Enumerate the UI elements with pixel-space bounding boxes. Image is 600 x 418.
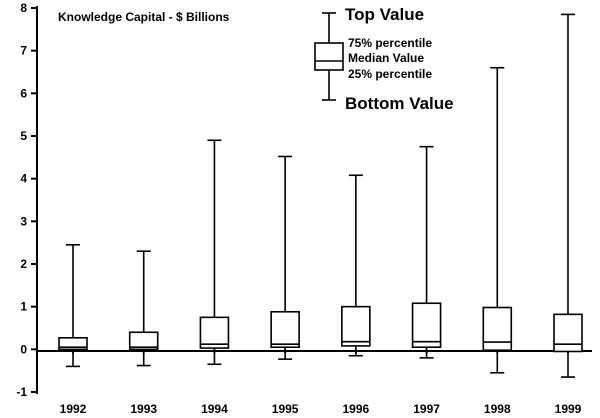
x-tick-label: 1993 <box>130 402 157 416</box>
x-tick-label: 1996 <box>343 402 370 416</box>
x-tick-label: 1997 <box>413 402 440 416</box>
quartile-box <box>199 316 230 349</box>
y-tick-label: 4 <box>20 172 27 186</box>
legend-q3-label: 75% percentile <box>348 36 432 50</box>
y-tick-label: 6 <box>20 86 27 100</box>
quartile-box <box>482 306 513 351</box>
quartile-box <box>341 305 371 347</box>
axes <box>36 6 592 394</box>
box-1998 <box>482 66 513 374</box>
y-axis-ticks: -1 0 1 2 3 4 5 6 7 8 <box>16 1 37 399</box>
y-tick-label: 3 <box>20 214 27 228</box>
quartile-box <box>128 331 159 351</box>
quartile-box <box>58 337 88 351</box>
quartile-box <box>553 313 583 353</box>
chart-title: Knowledge Capital - $ Billions <box>58 10 230 24</box>
y-tick-label: 1 <box>20 300 27 314</box>
x-tick-label: 1994 <box>201 402 228 416</box>
legend-q1-label: 25% percentile <box>348 67 432 81</box>
legend-median-label: Median Value <box>348 51 424 65</box>
x-tick-label: 1992 <box>60 402 87 416</box>
x-tick-label: 1998 <box>484 402 511 416</box>
box-series <box>58 13 583 378</box>
box-1999 <box>553 13 583 378</box>
quartile-box <box>270 310 300 348</box>
box-1997 <box>411 145 442 359</box>
box-1995 <box>270 155 300 360</box>
x-tick-label: 1995 <box>272 402 299 416</box>
box-1996 <box>341 174 371 357</box>
legend-bottom-value-label: Bottom Value <box>345 94 454 113</box>
y-tick-label: 0 <box>20 342 27 356</box>
x-axis-ticks: 1992 1993 1994 1995 1996 1997 1998 1999 <box>60 349 582 416</box>
legend-top-value-label: Top Value <box>345 5 424 24</box>
x-tick-label: 1999 <box>555 402 582 416</box>
y-tick-label: 8 <box>20 1 27 15</box>
y-tick-label: 5 <box>20 129 27 143</box>
legend-box <box>314 42 344 71</box>
y-tick-label: 2 <box>20 257 27 271</box>
legend: Top Value 75% percentile Median Value 25… <box>314 5 454 113</box>
y-tick-label: -1 <box>16 385 27 399</box>
box-1993 <box>128 250 159 367</box>
quartile-box <box>411 302 442 348</box>
box-1992 <box>58 244 88 368</box>
box-1994 <box>199 139 230 366</box>
y-tick-label: 7 <box>20 44 27 58</box>
